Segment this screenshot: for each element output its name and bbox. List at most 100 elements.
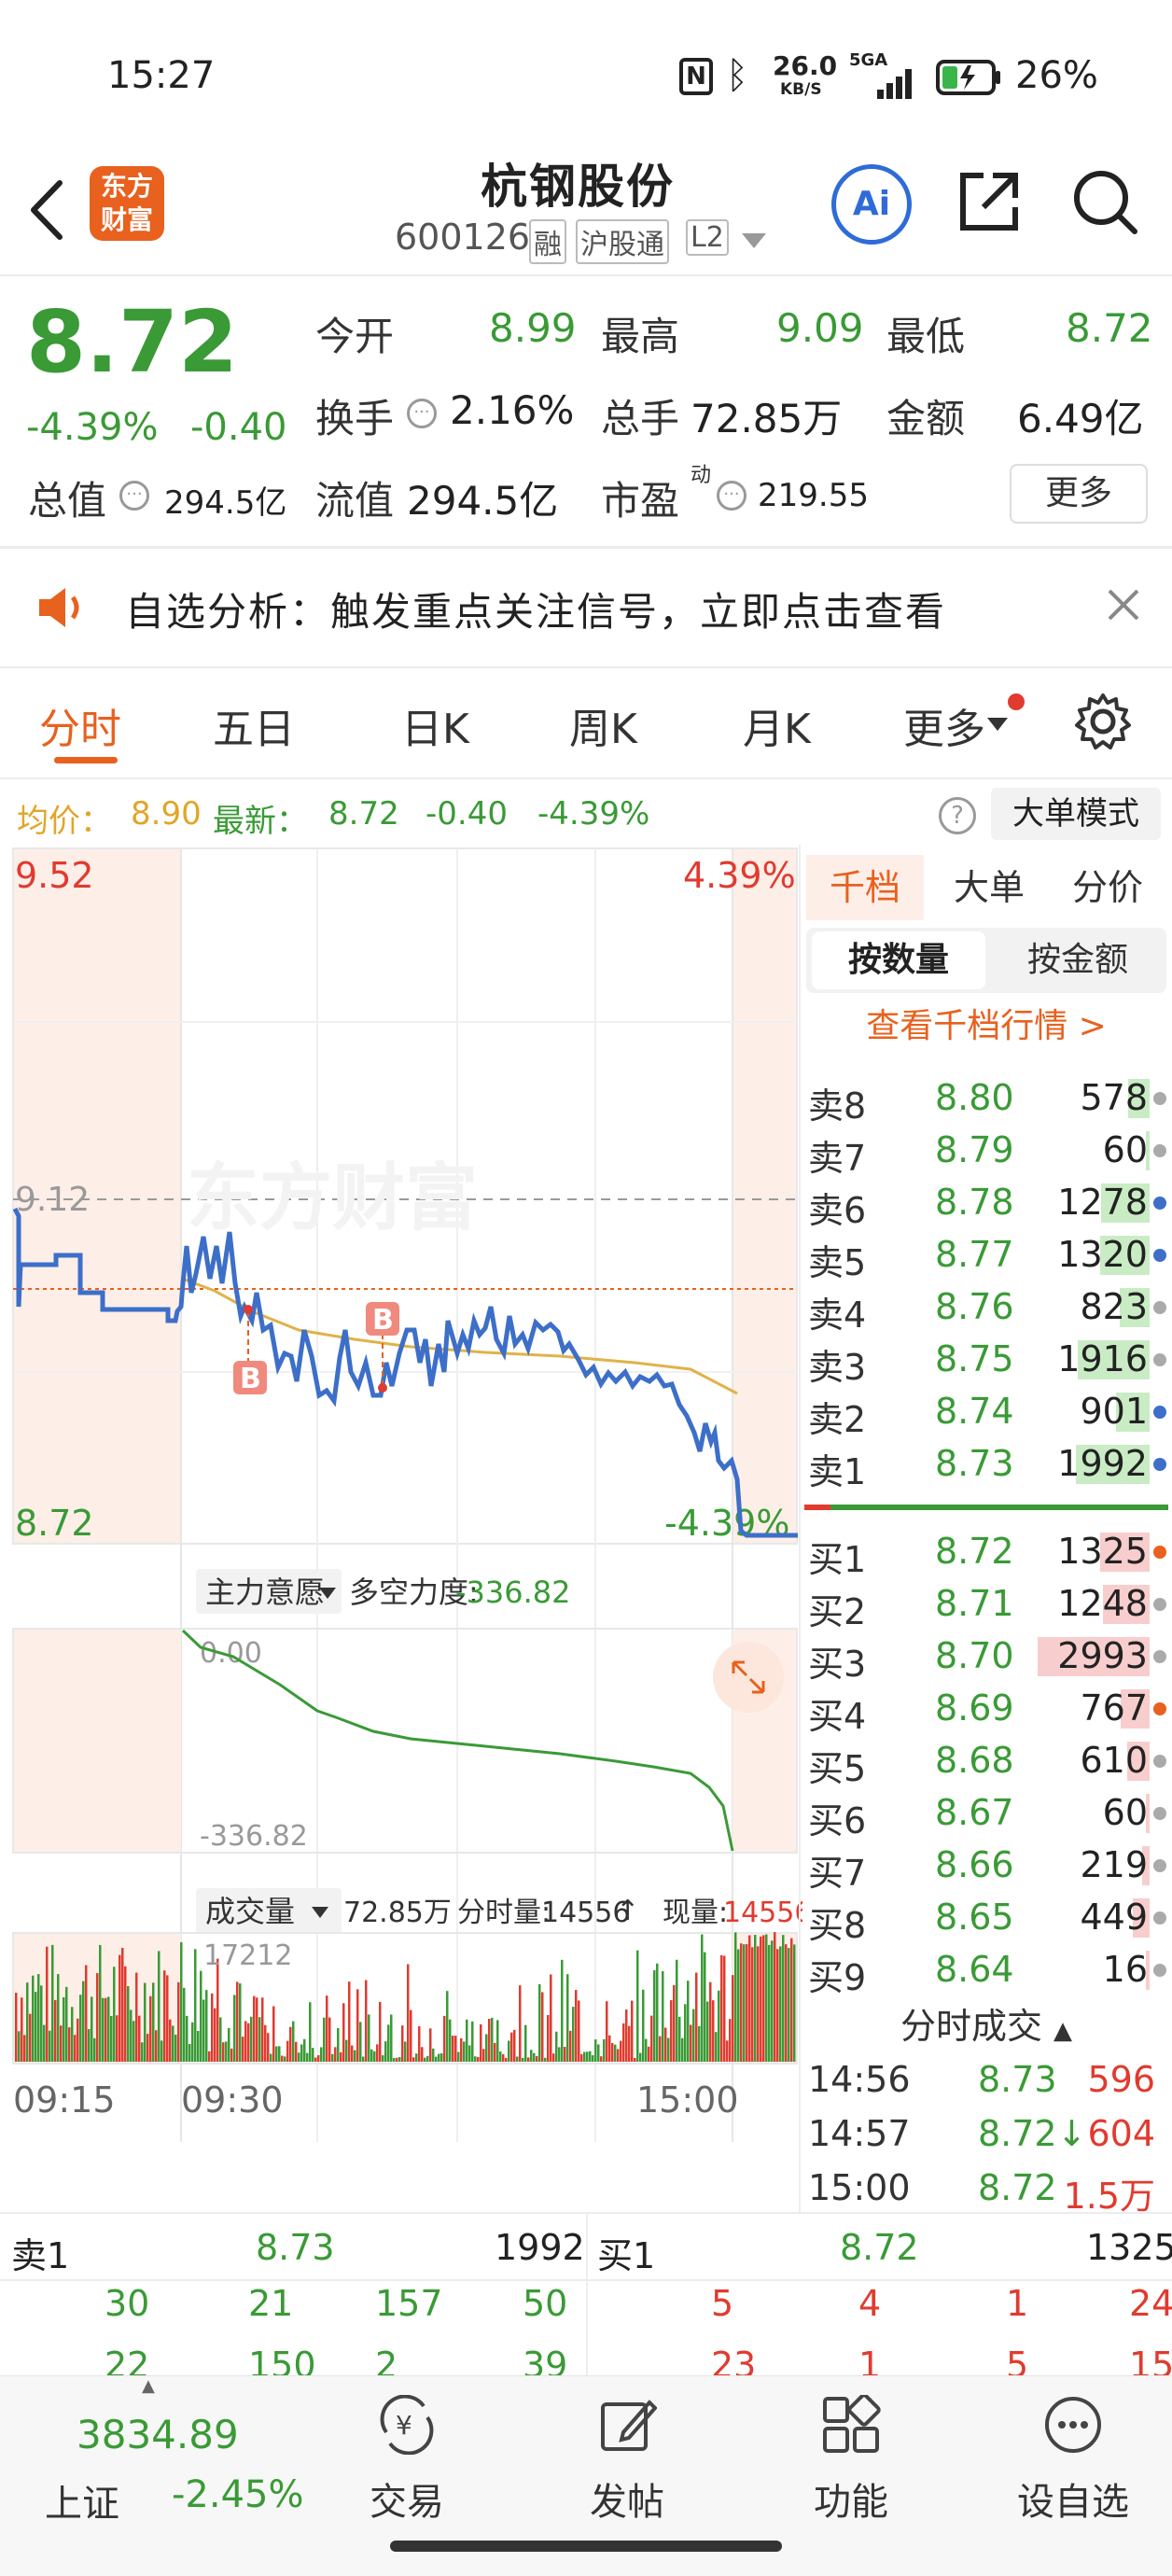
stock-header: 东方 财富 杭钢股份 600126 融 沪股通 L2 Ai (0, 149, 1172, 275)
bid-row[interactable]: 买2 8.71 1248 (804, 1577, 1168, 1632)
volume-bar (580, 2053, 583, 2062)
bid-row[interactable]: 买4 8.69 767 (804, 1682, 1168, 1737)
indicator-line (181, 1629, 734, 1852)
bid-row[interactable]: 买3 8.70 2993 (804, 1630, 1168, 1685)
notice-text: 自选分析：触发重点关注信号，立即点击查看 (125, 589, 947, 635)
tab-monthly-k[interactable]: 月K (743, 706, 811, 753)
volume-bar (202, 1999, 205, 2062)
tab-intraday[interactable]: 分时 (39, 706, 121, 753)
volume-bar (328, 2017, 331, 2062)
volume-bar (768, 1944, 771, 2062)
bid-row[interactable]: 买1 8.72 1325 (804, 1525, 1168, 1580)
ask-volume-bar (1119, 1288, 1150, 1327)
queue-item: 4 (858, 2283, 882, 2324)
bid-row[interactable]: 买9 8.64 16 (804, 1943, 1168, 1998)
bid-row[interactable]: 买8 8.65 449 (804, 1891, 1168, 1946)
orderbook-tab-price[interactable]: 分价 (1071, 867, 1143, 908)
gear-icon[interactable] (1073, 692, 1133, 751)
volume-bar (275, 2046, 278, 2062)
search-icon[interactable] (1069, 166, 1140, 237)
tab-daily-k[interactable]: 日K (401, 706, 469, 753)
net-speed: 26.0 (773, 50, 838, 81)
ask-row[interactable]: 卖5 8.77 1320 (804, 1228, 1168, 1283)
sell1-volume: 1992 (495, 2227, 585, 2268)
nav-function[interactable]: 功能 (758, 2376, 944, 2563)
tab-more[interactable]: 更多 (903, 706, 985, 753)
ai-button[interactable]: Ai (831, 164, 912, 245)
bid-row[interactable]: 买5 8.68 610 (804, 1734, 1168, 1789)
nav-watchlist[interactable]: 设自选 (980, 2376, 1166, 2563)
bid-volume-bar (1127, 1742, 1150, 1781)
ask-row[interactable]: 卖6 8.78 1278 (804, 1176, 1168, 1231)
tag-level2[interactable]: L2 (686, 219, 729, 256)
ask-price: 8.77 (935, 1234, 1014, 1275)
queue-item: 24 (1129, 2283, 1172, 2324)
ask-dot-icon (1153, 1144, 1166, 1157)
trades-title[interactable]: 分时成交 ▲ (804, 1997, 1168, 2053)
volume-bar (564, 2047, 566, 2062)
ask-row[interactable]: 卖2 8.74 901 (804, 1385, 1168, 1440)
more-button[interactable]: 更多 (1010, 464, 1148, 524)
nav-trade[interactable]: ¥ 交易 (314, 2376, 500, 2563)
bigorder-mode-button[interactable]: 大单模式 (991, 788, 1161, 840)
expand-button[interactable] (713, 1642, 784, 1713)
ask-volume: 1320 (1057, 1234, 1148, 1275)
tab-five-day[interactable]: 五日 (213, 706, 295, 753)
bid-row[interactable]: 买7 8.66 219 (804, 1839, 1168, 1894)
help-icon[interactable]: ? (939, 797, 976, 834)
volume-bar (286, 2040, 289, 2062)
volume-bar (482, 2049, 485, 2062)
subtab-by-quantity[interactable]: 按数量 (812, 931, 985, 989)
bid-level-label: 买6 (808, 1800, 867, 1841)
chevron-down-icon[interactable] (742, 231, 766, 250)
intraday-chart[interactable]: 东方财富 9.52 4.39% 9.12 8.72 -4.39% B B 主力意… (0, 845, 802, 2189)
notice-bar[interactable]: 自选分析：触发重点关注信号，立即点击查看 (0, 549, 1172, 666)
ask-row[interactable]: 卖3 8.75 1916 (804, 1333, 1168, 1388)
info-icon[interactable]: ··· (717, 481, 746, 511)
expand-icon[interactable] (732, 1660, 765, 1694)
volume-bar (466, 2019, 468, 2062)
battery-percent: 26% (1015, 54, 1098, 97)
info-icon[interactable]: ··· (407, 399, 437, 428)
tab-weekly-k[interactable]: 周K (569, 706, 637, 753)
depth-link[interactable]: 查看千档行情 > (866, 1007, 1107, 1045)
bid-dot-icon (1153, 1964, 1166, 1977)
ask-row[interactable]: 卖7 8.79 60 (804, 1124, 1168, 1179)
volume-bar (788, 1948, 790, 2062)
indicator-select[interactable]: 主力意愿 (205, 1575, 325, 1610)
orderbook-tab-bigorder[interactable]: 大单 (953, 867, 1025, 908)
volume-bar (376, 2044, 379, 2062)
buy-marker[interactable]: B (240, 1363, 261, 1395)
brand-logo[interactable]: 东方 财富 (90, 166, 164, 241)
subtab-by-amount[interactable]: 按金额 (1026, 941, 1128, 979)
volume-select[interactable]: 成交量 (205, 1894, 295, 1929)
volume-bar (387, 2024, 390, 2062)
chevron-down-icon[interactable] (987, 716, 1008, 733)
triangle-up-icon: ▲ (1053, 2017, 1073, 2045)
avg-label: 均价： (17, 803, 112, 840)
volume-bar (692, 2009, 695, 2062)
volume-bar (225, 2041, 228, 2062)
close-icon[interactable] (1107, 588, 1140, 622)
ask-row[interactable]: 卖1 8.73 1992 (804, 1437, 1168, 1492)
ask-row[interactable]: 卖8 8.80 578 (804, 1071, 1168, 1127)
share-icon[interactable] (956, 168, 1023, 235)
volume-bar (533, 2052, 536, 2062)
volume-bar (558, 2047, 561, 2062)
chevron-down-icon[interactable] (312, 1907, 328, 1918)
volume-bar (317, 2055, 320, 2062)
orderbook-tab-depth[interactable]: 千档 (806, 855, 924, 920)
volume-bar (712, 2000, 715, 2062)
volume-bar (508, 2040, 510, 2062)
ask-dot-icon (1153, 1301, 1166, 1314)
bid-row[interactable]: 买6 8.67 60 (804, 1786, 1168, 1841)
volume-bar (614, 2044, 617, 2062)
trades-title-text: 分时成交 (900, 2006, 1042, 2047)
info-icon[interactable]: ··· (119, 481, 149, 511)
chevron-down-icon[interactable] (319, 1588, 336, 1599)
buy-marker[interactable]: B (372, 1304, 394, 1337)
nav-post[interactable]: 发帖 (534, 2376, 720, 2563)
index-widget[interactable]: ▲ 3834.89 上证 -2.45% (0, 2376, 308, 2563)
back-icon[interactable] (26, 177, 67, 243)
ask-row[interactable]: 卖4 8.76 823 (804, 1281, 1168, 1336)
